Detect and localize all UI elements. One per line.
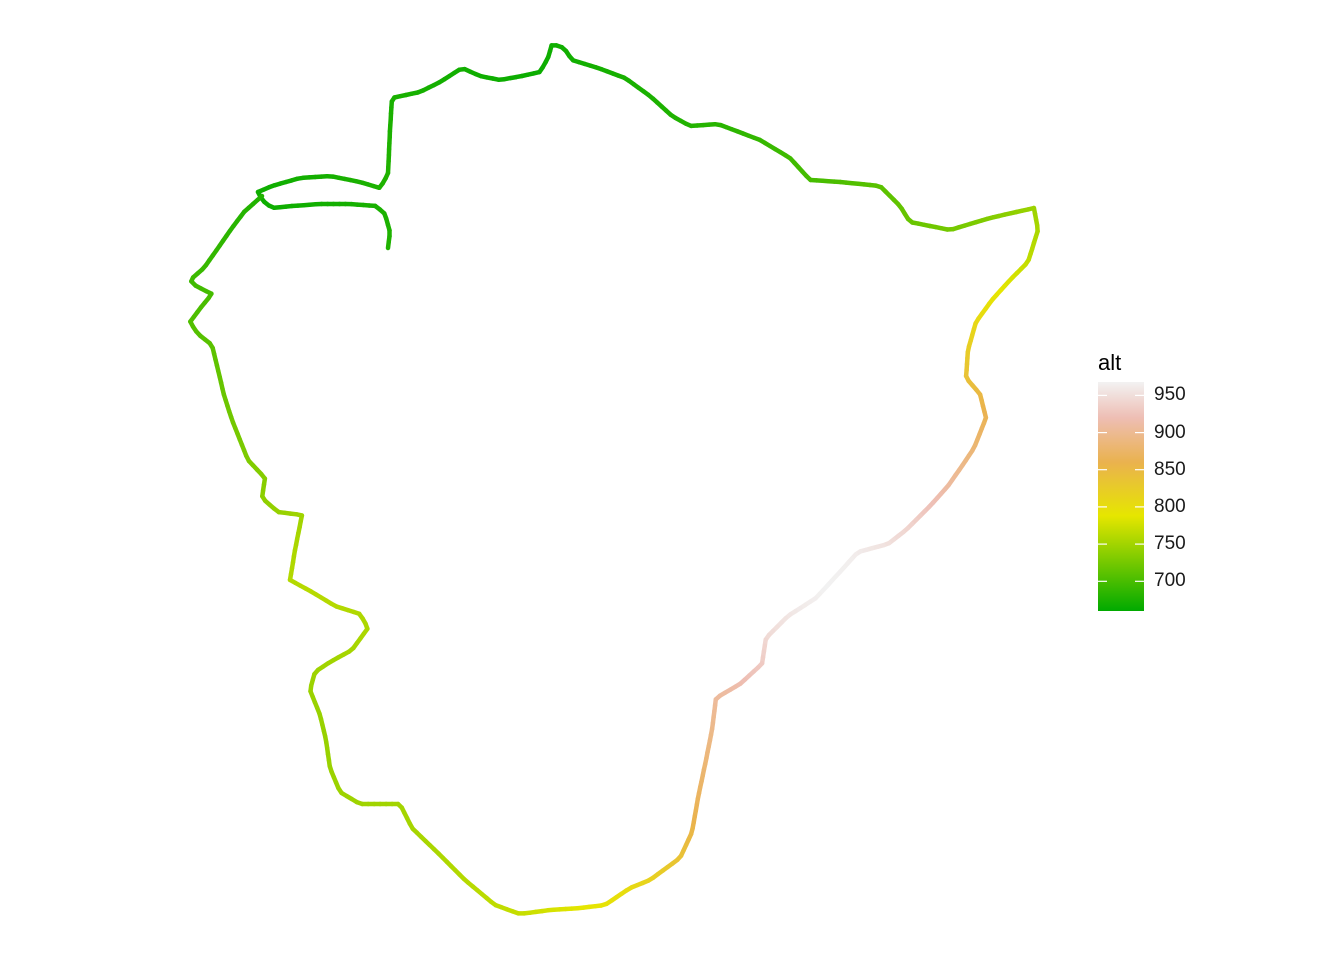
legend-tick-label: 700 (1154, 570, 1186, 592)
legend-tick-label: 800 (1154, 495, 1186, 517)
legend-tick-marks (1098, 394, 1144, 582)
track-segment (255, 193, 265, 203)
legend-tick-label: 850 (1154, 458, 1186, 480)
legend-tick-label: 900 (1154, 421, 1186, 443)
legend-tick-label: 750 (1154, 533, 1186, 555)
legend-tick-label: 950 (1154, 384, 1186, 406)
altitude-legend: alt 700 750 800 850 900 950 (1096, 350, 1236, 620)
legend-title: alt (1098, 350, 1122, 375)
legend-colorbar (1098, 382, 1144, 611)
